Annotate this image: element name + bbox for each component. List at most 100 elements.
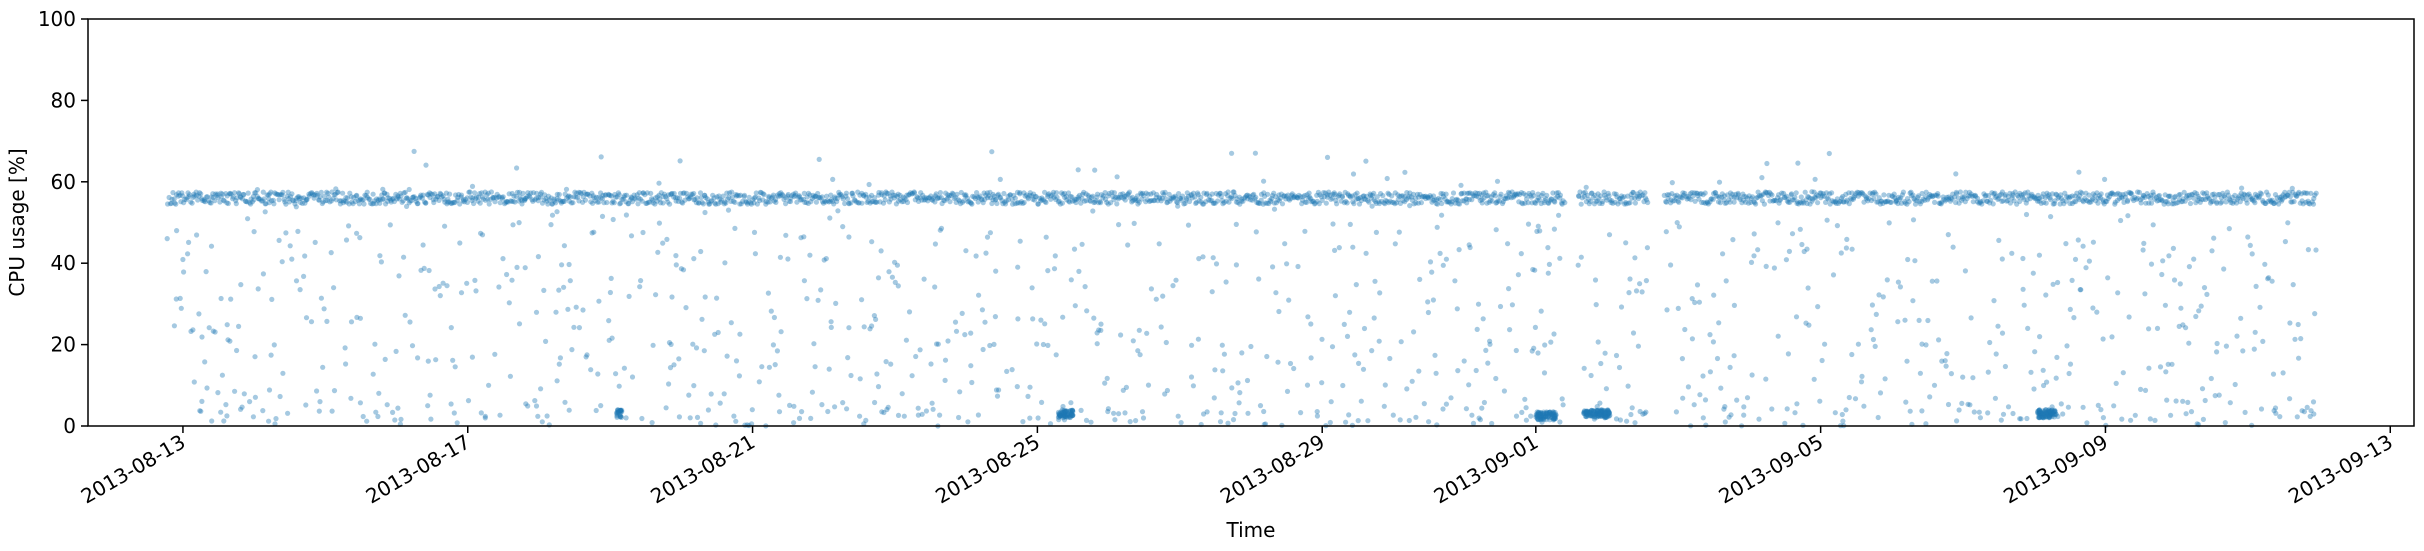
data-point — [844, 406, 850, 412]
data-point — [1425, 309, 1431, 316]
data-point — [1702, 397, 1709, 403]
data-point — [808, 199, 814, 205]
data-point — [815, 190, 821, 197]
data-point — [801, 190, 807, 196]
data-point — [341, 198, 347, 204]
data-point — [1204, 190, 1210, 196]
data-point — [1139, 409, 1146, 415]
data-point — [1668, 262, 1674, 268]
data-point — [1575, 262, 1581, 268]
data-point — [1284, 388, 1291, 394]
data-point — [262, 209, 268, 215]
data-point — [478, 230, 484, 236]
data-point — [905, 192, 912, 198]
data-point — [2142, 291, 2148, 297]
data-point — [1494, 178, 1501, 184]
data-point — [863, 191, 869, 197]
data-point — [1114, 194, 1120, 200]
data-point — [1785, 351, 1791, 357]
data-point — [252, 394, 258, 400]
data-point — [479, 232, 486, 238]
data-point — [964, 195, 971, 201]
data-point — [720, 193, 726, 199]
data-point — [390, 195, 396, 201]
data-point — [1138, 190, 1144, 196]
data-point — [953, 328, 960, 334]
data-point — [865, 198, 871, 204]
data-point — [436, 197, 442, 203]
data-point — [464, 195, 470, 201]
data-point — [320, 199, 326, 205]
data-point — [351, 194, 357, 200]
data-point — [1031, 191, 1037, 197]
data-point — [1118, 191, 1124, 197]
data-point — [954, 191, 960, 197]
data-point — [1912, 258, 1918, 264]
data-point — [705, 407, 712, 413]
data-point — [1135, 197, 1141, 204]
data-point — [992, 314, 999, 320]
data-point — [1068, 194, 1074, 200]
data-point — [2164, 397, 2170, 403]
data-point — [1273, 290, 1279, 296]
data-point — [181, 269, 187, 275]
data-point — [1329, 344, 1336, 350]
data-point — [2078, 287, 2084, 293]
data-point — [220, 197, 226, 203]
data-point — [505, 199, 511, 205]
data-point — [1413, 414, 1419, 420]
data-point — [1040, 197, 1047, 203]
data-point — [583, 354, 589, 360]
data-point — [1118, 332, 1124, 338]
data-point — [2051, 408, 2057, 414]
data-point — [1005, 197, 1012, 203]
y-tick-label: 20 — [51, 333, 76, 357]
data-point — [1731, 353, 1737, 359]
data-point — [260, 189, 266, 195]
data-point — [514, 189, 521, 195]
data-point — [356, 201, 362, 207]
data-point — [1312, 201, 1318, 207]
data-point — [382, 356, 388, 362]
data-point — [1091, 315, 1097, 321]
data-point — [577, 190, 584, 196]
data-point — [848, 200, 854, 206]
data-point — [615, 190, 622, 196]
data-point — [1556, 212, 1562, 218]
data-point — [593, 407, 599, 414]
data-point — [558, 200, 565, 206]
data-point — [1098, 200, 1104, 206]
data-point — [266, 196, 272, 202]
data-point — [2095, 200, 2101, 206]
data-point — [257, 196, 263, 202]
data-point — [1844, 236, 1850, 242]
data-point — [725, 196, 731, 202]
data-point — [566, 193, 572, 199]
data-point — [580, 194, 586, 200]
data-point — [733, 193, 740, 199]
data-point — [385, 198, 391, 204]
data-point — [1090, 193, 1096, 199]
data-point — [1432, 352, 1438, 358]
data-point — [1632, 255, 1638, 261]
data-point — [812, 193, 818, 199]
data-point — [207, 200, 213, 206]
data-point — [485, 196, 491, 202]
data-point — [945, 192, 951, 198]
data-point — [611, 200, 617, 206]
data-point — [212, 198, 218, 204]
data-point — [565, 194, 571, 200]
data-point — [442, 223, 448, 229]
data-point — [539, 419, 545, 425]
data-point — [415, 200, 421, 207]
data-point — [1060, 403, 1066, 410]
data-point — [1328, 399, 1334, 405]
data-point — [1416, 368, 1422, 374]
data-point — [460, 198, 466, 204]
data-point — [496, 193, 502, 200]
data-point — [653, 292, 659, 298]
data-point — [390, 409, 396, 415]
data-point — [1299, 201, 1305, 207]
data-point — [1175, 203, 1181, 209]
